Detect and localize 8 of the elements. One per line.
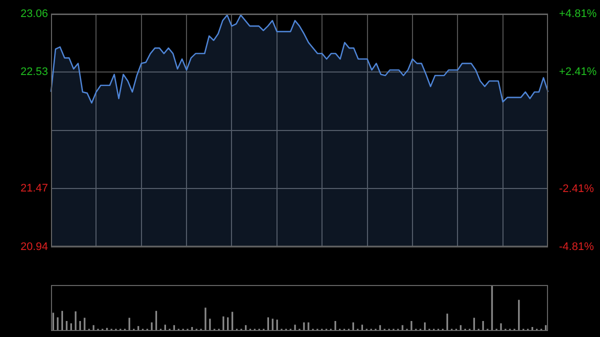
y2-tick-label: +4.81% [559,8,597,20]
y2-tick-label: -2.41% [559,182,594,195]
y2-tick-label: -4.81% [559,240,594,253]
y-tick-label: 21.47 [20,182,48,195]
y-tick-label: 23.06 [20,8,48,20]
y-tick-label: 20.94 [20,240,48,253]
y2-tick-label: +2.41% [559,66,597,78]
y-tick-label: 22.53 [20,66,48,78]
